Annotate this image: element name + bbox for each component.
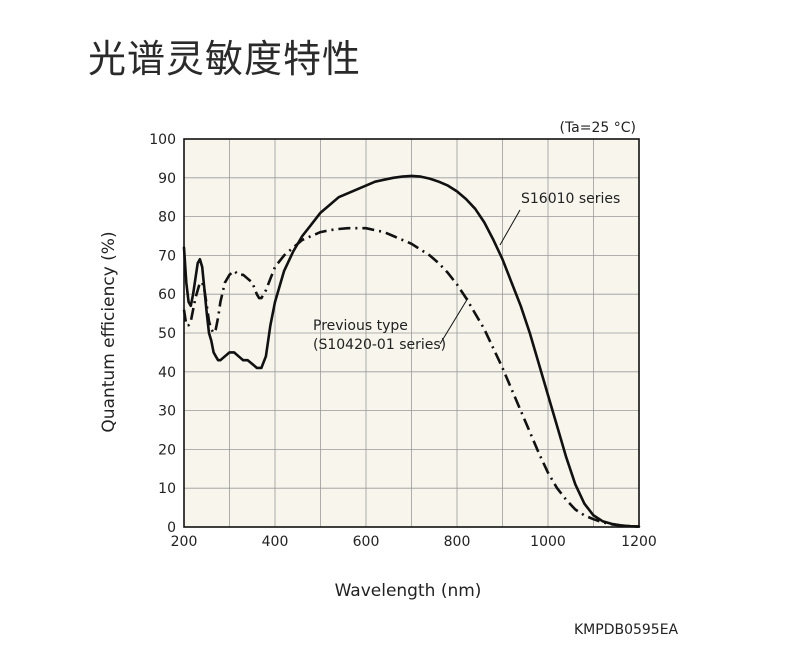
tick-labels: 0 10 20 30 40 50 60 70 80 90 100 200 400 600 800 1000 12… bbox=[149, 132, 657, 550]
x-axis-label: Wavelength (nm) bbox=[335, 581, 482, 601]
x-tick-label: 200 bbox=[171, 534, 198, 550]
grid bbox=[184, 139, 639, 527]
series-layer bbox=[182, 174, 641, 528]
x-tick-label: 400 bbox=[262, 534, 289, 550]
y-tick-label: 10 bbox=[158, 481, 176, 497]
y-tick-label: 20 bbox=[158, 442, 176, 458]
y-tick-label: 30 bbox=[158, 404, 176, 420]
y-tick-label: 60 bbox=[158, 287, 176, 303]
y-tick-label: 0 bbox=[167, 520, 176, 536]
figure-code: KMPDB0595EA bbox=[574, 622, 679, 638]
page-title: 光谱灵敏度特性 bbox=[88, 37, 362, 81]
y-tick-label: 80 bbox=[158, 210, 176, 226]
y-tick-label: 50 bbox=[158, 326, 176, 342]
series-label-previous-line2: (S10420-01 series) bbox=[313, 337, 446, 353]
x-tick-label: 1200 bbox=[621, 534, 657, 550]
y-tick-label: 90 bbox=[158, 171, 176, 187]
series-line-s16010 bbox=[182, 174, 641, 528]
x-tick-label: 800 bbox=[444, 534, 471, 550]
y-tick-label: 40 bbox=[158, 365, 176, 381]
x-tick-label: 1000 bbox=[530, 534, 566, 550]
plot-frame bbox=[183, 138, 640, 528]
y-axis-label: Quantum efficiency (%) bbox=[99, 231, 119, 432]
annotations: (Ta=25 °C) S16010 series Previous type (… bbox=[313, 120, 636, 353]
leader-line-s16010 bbox=[499, 209, 521, 246]
y-tick-label: 70 bbox=[158, 248, 176, 264]
series-label-previous-line1: Previous type bbox=[313, 318, 408, 334]
x-tick-label: 600 bbox=[353, 534, 380, 550]
series-line-previous-type bbox=[182, 226, 640, 528]
leader-line-previous bbox=[439, 297, 469, 345]
series-label-s16010: S16010 series bbox=[521, 191, 620, 207]
temperature-condition: (Ta=25 °C) bbox=[559, 120, 636, 136]
y-tick-label: 100 bbox=[149, 132, 176, 148]
